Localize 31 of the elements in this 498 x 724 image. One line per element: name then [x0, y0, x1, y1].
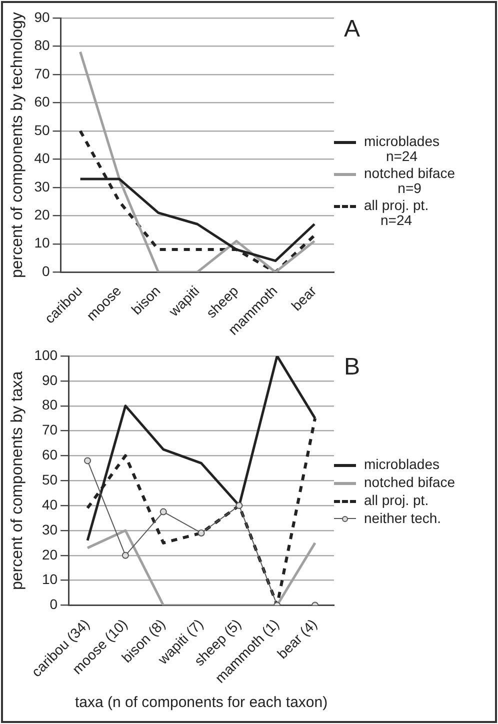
- y-tick-label: 70: [34, 65, 50, 82]
- legend-label: all proj. pt.: [364, 492, 429, 508]
- legend-label: all proj. pt. n=24: [364, 197, 429, 228]
- y-tick-label: 20: [42, 546, 58, 562]
- y-tick-label: 100: [34, 346, 58, 363]
- legend-label: notched biface: [364, 474, 456, 490]
- y-axis-title: percent of components by taxa: [9, 371, 26, 590]
- y-tick-label: 90: [34, 8, 50, 25]
- y-tick-label: 40: [34, 150, 50, 166]
- y-tick-label: 30: [34, 178, 50, 194]
- y-tick-label: 0: [42, 262, 50, 279]
- y-tick-label: 40: [42, 496, 58, 512]
- y-tick-label: 70: [42, 422, 58, 438]
- y-axis-title: percent of components by technology: [9, 12, 26, 278]
- chart-title: B: [344, 354, 360, 381]
- y-tick-label: 50: [42, 471, 58, 488]
- y-tick-label: 50: [34, 122, 50, 138]
- y-tick-label: 30: [42, 521, 58, 538]
- x-axis-title: taxa (n of components for each taxon): [74, 694, 328, 712]
- chart-title: A: [344, 16, 360, 43]
- y-tick-label: 20: [34, 206, 50, 223]
- y-tick-label: 10: [42, 571, 58, 588]
- y-tick-label: 80: [34, 37, 50, 54]
- y-tick-label: 0: [50, 596, 58, 612]
- y-tick-label: 90: [42, 372, 58, 388]
- y-tick-label: 10: [34, 234, 50, 251]
- y-tick-label: 60: [34, 94, 50, 110]
- legend-label: microblades: [364, 456, 440, 472]
- legend-label: neither tech.: [364, 510, 442, 526]
- y-tick-label: 60: [42, 446, 58, 463]
- y-tick-label: 80: [42, 396, 58, 413]
